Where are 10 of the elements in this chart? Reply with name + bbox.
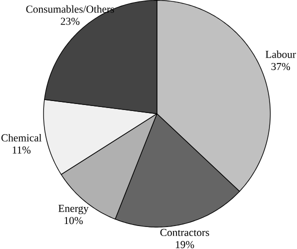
slice-label: Chemical — [1, 134, 42, 142]
slice-label: Consumables/Others — [26, 5, 114, 13]
slice-label: Energy — [58, 204, 89, 214]
data-label: 11% — [12, 146, 31, 154]
slice-label: Labour — [266, 50, 296, 58]
slice-label: Contractors — [160, 228, 210, 236]
data-label: 10% — [64, 216, 83, 224]
data-label: 19% — [176, 240, 194, 248]
data-label: 37% — [271, 62, 290, 70]
data-label: 23% — [60, 18, 80, 25]
